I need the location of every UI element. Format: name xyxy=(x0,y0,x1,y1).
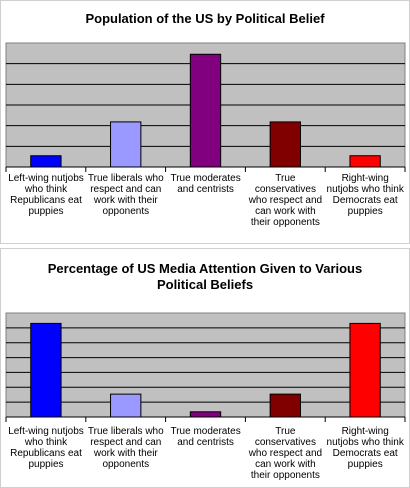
population-plot xyxy=(5,42,406,172)
media-attention-plot xyxy=(5,312,406,422)
tick-label: Left-wing nutjobs who think Republicans … xyxy=(8,173,84,217)
tick-label: True moderates and centrists xyxy=(170,173,241,195)
chart-title: Population of the US by Political Belief xyxy=(85,11,325,26)
bar xyxy=(349,155,381,168)
tick-label: True liberals who respect and can work w… xyxy=(87,173,164,217)
bar xyxy=(30,322,62,418)
chart-title: Percentage of US Media Attention Given t… xyxy=(47,261,363,292)
bar xyxy=(189,411,222,418)
tick-label: Right-wing nutjobs who think Democrats e… xyxy=(326,426,404,470)
bar xyxy=(269,121,301,168)
tick-label: True liberals who respect and can work w… xyxy=(87,426,164,470)
plot-area xyxy=(5,312,406,418)
bar xyxy=(189,53,222,168)
bar xyxy=(30,155,62,168)
tick-label: True conservatives who respect and can w… xyxy=(248,426,323,481)
bar xyxy=(349,322,381,418)
media-attention-chart: Percentage of US Media Attention Given t… xyxy=(0,248,410,488)
tick-label: True moderates and centrists xyxy=(170,426,241,448)
bar xyxy=(110,393,142,418)
tick-label: Left-wing nutjobs who think Republicans … xyxy=(8,426,84,470)
bar xyxy=(110,121,142,168)
bar xyxy=(269,393,301,418)
tick-label: Right-wing nutjobs who think Democrats e… xyxy=(326,173,404,217)
population-chart: Population of the US by Political Belief… xyxy=(0,0,410,244)
tick-label: True conservatives who respect and can w… xyxy=(248,173,323,228)
